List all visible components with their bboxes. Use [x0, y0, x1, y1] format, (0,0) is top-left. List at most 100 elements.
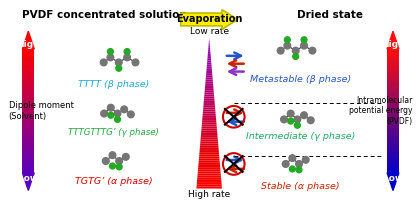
Circle shape	[301, 37, 307, 43]
Text: Intramolecular
potential energy
(PVDF): Intramolecular potential energy (PVDF)	[349, 96, 413, 126]
Circle shape	[294, 116, 301, 123]
Circle shape	[292, 47, 299, 54]
Polygon shape	[205, 87, 214, 89]
Polygon shape	[206, 72, 212, 74]
Polygon shape	[202, 123, 216, 125]
Circle shape	[103, 158, 109, 164]
Text: Low rate: Low rate	[190, 27, 229, 36]
Circle shape	[108, 104, 114, 111]
Text: Low: Low	[383, 174, 403, 183]
Circle shape	[116, 65, 122, 71]
Polygon shape	[203, 111, 216, 113]
Polygon shape	[196, 187, 222, 188]
Text: TTTGTTTG’ (γ phase): TTTGTTTG’ (γ phase)	[68, 128, 159, 137]
Polygon shape	[201, 130, 217, 132]
Polygon shape	[202, 125, 217, 126]
Circle shape	[296, 167, 302, 173]
FancyArrow shape	[181, 10, 238, 29]
Text: Dried state: Dried state	[297, 10, 363, 20]
Polygon shape	[206, 70, 212, 72]
Polygon shape	[200, 147, 219, 149]
Polygon shape	[203, 115, 216, 117]
Circle shape	[116, 59, 122, 66]
Polygon shape	[196, 185, 222, 187]
Circle shape	[284, 37, 290, 43]
Circle shape	[100, 59, 107, 66]
Polygon shape	[202, 119, 216, 121]
Polygon shape	[206, 76, 213, 78]
Polygon shape	[208, 55, 211, 57]
Text: Stable (α phase): Stable (α phase)	[261, 182, 340, 191]
Polygon shape	[203, 113, 216, 115]
Polygon shape	[206, 74, 212, 76]
Circle shape	[108, 49, 113, 54]
Circle shape	[302, 156, 309, 163]
Polygon shape	[197, 181, 221, 183]
Polygon shape	[200, 141, 218, 144]
Polygon shape	[204, 95, 214, 97]
Polygon shape	[198, 173, 221, 175]
Polygon shape	[204, 98, 214, 100]
Polygon shape	[207, 63, 211, 64]
Circle shape	[132, 59, 139, 66]
Circle shape	[110, 163, 116, 169]
Circle shape	[296, 161, 302, 167]
Polygon shape	[203, 102, 215, 104]
Polygon shape	[198, 160, 220, 162]
Polygon shape	[208, 46, 210, 48]
Polygon shape	[197, 177, 221, 179]
Polygon shape	[207, 61, 211, 63]
Circle shape	[289, 166, 295, 172]
Circle shape	[287, 110, 294, 117]
Text: Metastable (β phase): Metastable (β phase)	[250, 76, 351, 84]
Polygon shape	[207, 57, 211, 59]
Polygon shape	[199, 151, 219, 153]
Polygon shape	[202, 121, 216, 123]
Polygon shape	[206, 68, 212, 70]
Polygon shape	[203, 110, 216, 111]
Circle shape	[101, 110, 108, 117]
Text: High rate: High rate	[188, 191, 230, 199]
Circle shape	[289, 155, 296, 161]
Circle shape	[293, 53, 299, 59]
Polygon shape	[208, 51, 211, 53]
Polygon shape	[205, 85, 214, 87]
Polygon shape	[199, 153, 219, 155]
Polygon shape	[207, 59, 211, 61]
Polygon shape	[198, 164, 220, 166]
Circle shape	[121, 106, 128, 113]
Circle shape	[284, 42, 291, 49]
Circle shape	[109, 152, 116, 158]
Polygon shape	[198, 162, 220, 164]
Text: Evaporation: Evaporation	[176, 15, 242, 25]
Circle shape	[128, 111, 134, 118]
Circle shape	[307, 117, 314, 124]
Polygon shape	[203, 106, 215, 108]
Polygon shape	[198, 172, 221, 173]
Polygon shape	[201, 128, 217, 130]
Polygon shape	[200, 144, 218, 145]
Polygon shape	[201, 132, 217, 134]
Text: Intermediate (γ phase): Intermediate (γ phase)	[246, 131, 355, 141]
Text: High: High	[17, 40, 40, 48]
Polygon shape	[208, 48, 210, 50]
Polygon shape	[207, 66, 212, 68]
Circle shape	[301, 42, 307, 49]
Polygon shape	[200, 145, 219, 147]
Text: TTTT (β phase): TTTT (β phase)	[78, 80, 150, 89]
Polygon shape	[202, 117, 216, 119]
Circle shape	[123, 154, 129, 160]
Text: Dipole moment
(Solvent): Dipole moment (Solvent)	[9, 101, 73, 121]
Polygon shape	[203, 108, 215, 110]
Polygon shape	[204, 100, 215, 102]
Circle shape	[116, 164, 122, 170]
Text: Low: Low	[18, 174, 38, 183]
Text: PVDF concentrated solution: PVDF concentrated solution	[22, 10, 186, 20]
Circle shape	[124, 49, 130, 54]
Circle shape	[124, 54, 131, 61]
Polygon shape	[23, 31, 34, 49]
Polygon shape	[206, 79, 213, 81]
Polygon shape	[387, 31, 399, 49]
Circle shape	[107, 54, 114, 61]
Polygon shape	[201, 126, 217, 128]
